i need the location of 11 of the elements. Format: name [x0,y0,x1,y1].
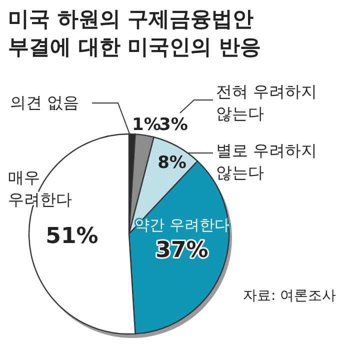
data-label: 3% [159,115,188,135]
data-label: 1% [132,115,161,135]
chart-title: 미국 하원의 구제금융법안 부결에 대한 미국인의 반응 [8,7,261,59]
slice-label: 의견 없음 [10,93,80,112]
data-label: 8% [158,153,186,173]
slice-label: 별로 우려하지 않는다 [216,141,318,182]
data-label: 37% [156,238,208,263]
slice-label: 약간 우려한다 [134,216,230,234]
data-label: 51% [46,224,98,249]
text: 자료: 여론조사 [243,288,336,304]
legend-label: 전혀 우려하지 않는다 [216,82,318,123]
